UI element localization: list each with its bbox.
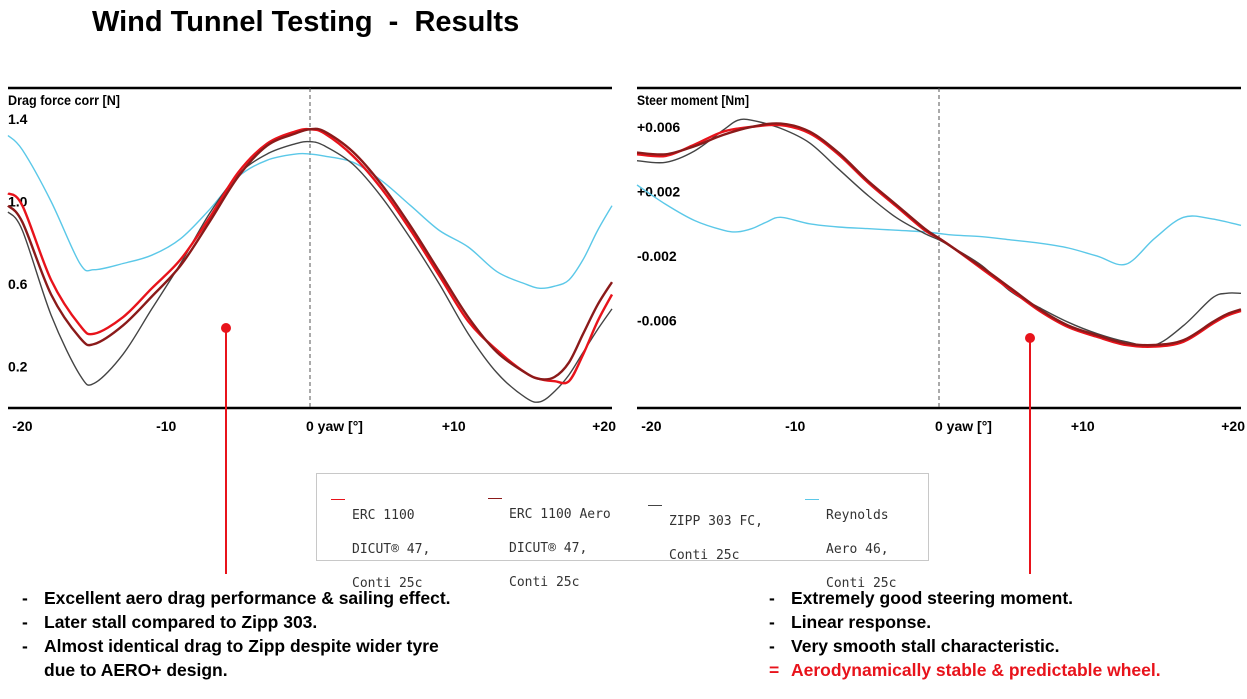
legend-text: Reynolds	[826, 508, 889, 523]
legend-line	[805, 499, 819, 500]
legend-item-erc-1100-aero: ERC 1100 Aero DICUT® 47, Conti 25c	[488, 489, 611, 608]
legend-text: Aero 46,	[826, 542, 889, 557]
legend: ERC 1100 DICUT® 47, Conti 25c ERC 1100 A…	[316, 473, 929, 591]
legend-text: Conti 25c	[826, 576, 897, 591]
note-mark: -	[22, 612, 28, 632]
legend-line	[488, 498, 502, 499]
legend-text: ERC 1100 Aero	[509, 507, 611, 522]
y-tick-label: +0.002	[637, 183, 680, 199]
x-tick-label: 0 yaw [°]	[306, 418, 363, 434]
note-item: - Very smooth stall characteristic.	[767, 634, 1161, 658]
series-line-1	[636, 122, 1242, 347]
drag-force-chart: Drag force corr [N]1.41.00.60.2-20 -10 0 y…	[7, 86, 616, 434]
note-mark: -	[22, 588, 28, 608]
note-item: - Extremely good steering moment.	[767, 586, 1161, 610]
note-item: - Excellent aero drag performance & sail…	[20, 586, 451, 610]
series-line-2	[7, 140, 613, 403]
legend-item-zipp-303: ZIPP 303 FC, Conti 25c	[648, 496, 763, 581]
legend-text: Conti 25c	[352, 576, 423, 591]
x-tick-label: -10	[785, 418, 805, 434]
x-tick-label: 0 yaw [°]	[935, 418, 992, 434]
annotation-line-left	[225, 328, 227, 574]
note-item: - Later stall compared to Zipp 303.	[20, 610, 451, 634]
note-mark: -	[769, 588, 775, 608]
legend-text: Conti 25c	[509, 575, 580, 590]
legend-text: Conti 25c	[669, 548, 740, 563]
x-tick-label: +20	[1221, 418, 1245, 434]
y-tick-label: -0.006	[637, 313, 677, 329]
y-tick-label: 0.2	[8, 359, 28, 375]
series-line-0	[7, 127, 614, 385]
series-line-3	[7, 134, 613, 290]
note-item: - Linear response.	[767, 610, 1161, 634]
annotation-dot-right	[1025, 333, 1035, 343]
note-continuation: due to AERO+ design.	[44, 660, 228, 680]
note-text: Extremely good steering moment.	[791, 588, 1074, 608]
note-mark: =	[769, 660, 780, 680]
series-line-3	[636, 184, 1242, 266]
note-mark: -	[22, 636, 28, 656]
note-item: - Almost identical drag to Zipp despite …	[20, 634, 451, 658]
note-text: Aerodynamically stable & predictable whe…	[791, 660, 1161, 680]
legend-line	[648, 505, 662, 506]
annotation-dot-left	[221, 323, 231, 333]
note-text: Almost identical drag to Zipp despite wi…	[44, 636, 439, 656]
page-title: Wind Tunnel Testing - Results	[92, 6, 520, 38]
y-axis-label: Steer moment [Nm]	[637, 92, 749, 108]
note-text: Linear response.	[791, 612, 932, 632]
notes-right: - Extremely good steering moment. - Line…	[767, 586, 1161, 682]
x-tick-label: +10	[1071, 418, 1095, 434]
note-item-conclusion: = Aerodynamically stable & predictable w…	[767, 658, 1161, 682]
steer-moment-chart: Steer moment [Nm] +0.006 +0.002 -0.002 -0.00…	[636, 86, 1245, 434]
note-mark: -	[769, 636, 775, 656]
notes-left: - Excellent aero drag performance & sail…	[20, 586, 451, 682]
x-tick-label: +10	[442, 418, 466, 434]
x-tick-label: -10	[156, 418, 176, 434]
y-tick-label: -0.002	[637, 248, 677, 264]
legend-item-reynolds: Reynolds Aero 46, Conti 25c	[805, 490, 896, 609]
y-tick-label: +0.006	[637, 119, 680, 135]
x-tick-label: +20	[592, 418, 616, 434]
x-tick-label: -20	[12, 418, 32, 434]
y-tick-label: 1.4	[8, 111, 28, 127]
note-mark: -	[769, 612, 775, 632]
y-axis-label: Drag force corr [N]	[8, 92, 120, 108]
series-line-1	[7, 127, 614, 381]
legend-item-erc-1100: ERC 1100 DICUT® 47, Conti 25c	[331, 490, 430, 609]
legend-line	[331, 499, 345, 500]
legend-text: ERC 1100	[352, 508, 415, 523]
note-text: Very smooth stall characteristic.	[791, 636, 1060, 656]
legend-text: DICUT® 47,	[352, 542, 431, 557]
note-text: Excellent aero drag performance & sailin…	[44, 588, 451, 608]
annotation-line-right	[1029, 338, 1031, 574]
x-tick-label: -20	[641, 418, 661, 434]
legend-text: DICUT® 47,	[509, 541, 588, 556]
y-tick-label: 0.6	[8, 276, 28, 292]
note-text: Later stall compared to Zipp 303.	[44, 612, 318, 632]
legend-text: ZIPP 303 FC,	[669, 514, 763, 529]
